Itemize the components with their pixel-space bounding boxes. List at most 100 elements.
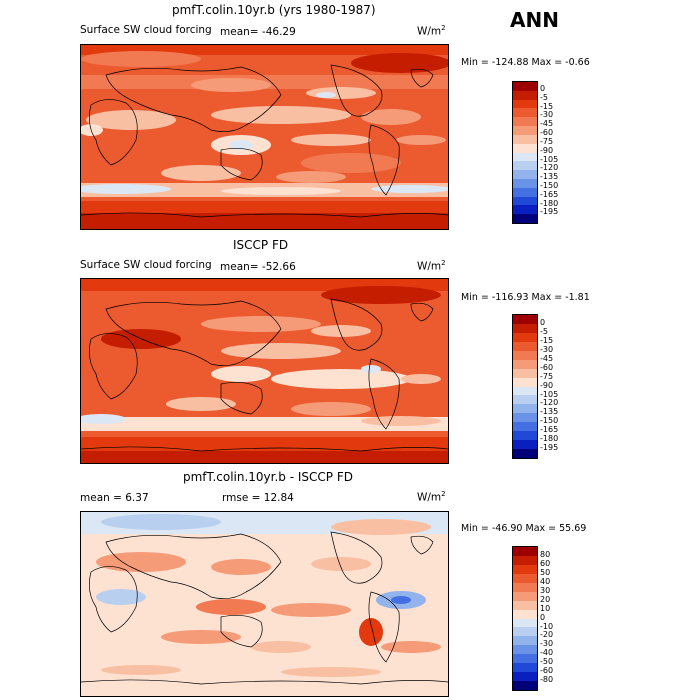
colorbar-swatch	[513, 161, 537, 171]
colorbar-swatch	[513, 332, 537, 342]
colorbar-swatch	[513, 449, 537, 458]
colorbar-swatch	[513, 350, 537, 360]
colorbar-swatch	[513, 377, 537, 387]
colorbar-swatch	[513, 413, 537, 423]
panel-1-mean: mean= -46.29	[220, 26, 296, 38]
colorbar-tick-label: -75	[540, 136, 554, 146]
panel-2-map	[80, 278, 449, 464]
panel-2-colorbar-swatches	[513, 315, 537, 458]
panel-1-minmax: Min = -124.88 Max = -0.66	[461, 57, 590, 68]
colorbar-swatch	[513, 143, 537, 153]
colorbar-tick-label: -180	[540, 198, 559, 208]
colorbar-swatch	[513, 368, 537, 378]
colorbar-swatch	[513, 422, 537, 432]
colorbar-swatch	[513, 627, 537, 637]
colorbar-tick-label: -5	[540, 326, 548, 336]
panel-2-field-label: Surface SW cloud forcing	[80, 259, 212, 271]
colorbar-tick-label: -45	[540, 119, 554, 129]
panel-1-units: W/m2	[417, 24, 446, 38]
colorbar-swatch	[513, 591, 537, 601]
colorbar-swatch	[513, 386, 537, 396]
colorbar-swatch	[513, 170, 537, 179]
colorbar-tick-label: 0	[540, 318, 546, 327]
colorbar-swatch	[513, 663, 537, 673]
colorbar-tick-label: -165	[540, 189, 559, 199]
colorbar-tick-label: -120	[540, 163, 559, 173]
colorbar-swatch	[513, 645, 537, 655]
colorbar-tick-label: -60	[540, 666, 554, 676]
season-label: ANN	[510, 8, 559, 32]
colorbar-swatch	[513, 152, 537, 162]
colorbar-swatch	[513, 636, 537, 646]
colorbar-tick-label: -15	[540, 335, 554, 345]
colorbar-tick-label: -30	[540, 639, 554, 649]
colorbar-swatch	[513, 573, 537, 583]
colorbar-tick-label: -105	[540, 154, 559, 164]
panel-3-colorbar-labels: 80 60 50 40 30 20 10 0 -10 -20 -30 -40 -50 -60 -80	[540, 550, 554, 685]
colorbar-tick-label: -75	[540, 371, 554, 381]
colorbar-tick-label: -180	[540, 434, 559, 444]
colorbar-tick-label: -150	[540, 180, 559, 190]
colorbar-swatch	[513, 187, 537, 197]
panel-1-title: pmfT.colin.10yr.b (yrs 1980-1987)	[172, 3, 376, 17]
panel-3-colorbar	[512, 546, 538, 691]
colorbar-swatch	[513, 609, 537, 619]
colorbar-tick-label: -60	[540, 362, 554, 372]
colorbar-swatch	[513, 600, 537, 610]
colorbar-swatch	[513, 555, 537, 565]
colorbar-swatch	[513, 618, 537, 628]
colorbar-swatch	[513, 547, 537, 556]
colorbar-swatch	[513, 315, 537, 324]
panel-1-field-label: Surface SW cloud forcing	[80, 24, 212, 36]
panel-3-mean: mean = 6.37	[80, 492, 149, 504]
colorbar-tick-label: -30	[540, 344, 554, 354]
colorbar-tick-label: 20	[540, 594, 551, 604]
panel-2-title: ISCCP FD	[233, 238, 289, 252]
colorbar-tick-label: -195	[540, 207, 559, 217]
colorbar-tick-label: 50	[540, 567, 551, 577]
colorbar-swatch	[513, 99, 537, 109]
panel-1-map	[80, 44, 449, 230]
colorbar-swatch	[513, 440, 537, 450]
colorbar-tick-label: -90	[540, 145, 554, 155]
panel-3-minmax: Min = -46.90 Max = 55.69	[461, 523, 587, 534]
panel-2-colorbar	[512, 314, 538, 459]
panel-3-colorbar-swatches	[513, 547, 537, 690]
colorbar-tick-label: 60	[540, 558, 551, 568]
colorbar-tick-label: -135	[540, 407, 559, 417]
colorbar-swatch	[513, 82, 537, 91]
colorbar-swatch	[513, 196, 537, 206]
colorbar-swatch	[513, 341, 537, 351]
colorbar-tick-label: -50	[540, 657, 554, 667]
colorbar-tick-label: -195	[540, 443, 559, 453]
panel-3-units: W/m2	[417, 490, 446, 504]
colorbar-swatch	[513, 178, 537, 188]
colorbar-tick-label: -30	[540, 110, 554, 120]
colorbar-tick-label: -105	[540, 389, 559, 399]
colorbar-tick-label: -15	[540, 101, 554, 111]
panel-1-colorbar-labels: 0 -5 -15 -30 -45 -60 -75 -90 -105 -120 -135 -150 -16…	[540, 84, 559, 217]
colorbar-swatch	[513, 134, 537, 144]
colorbar-swatch	[513, 672, 537, 682]
panel-2-mean: mean= -52.66	[220, 261, 296, 273]
colorbar-tick-label: 80	[540, 550, 551, 559]
colorbar-tick-label: -120	[540, 398, 559, 408]
panel-3-map	[80, 511, 449, 697]
colorbar-tick-label: 0	[540, 612, 546, 622]
colorbar-tick-label: -40	[540, 648, 554, 658]
colorbar-swatch	[513, 564, 537, 574]
colorbar-tick-label: -80	[540, 675, 554, 685]
panel-1-colorbar	[512, 81, 538, 224]
colorbar-tick-label: -150	[540, 416, 559, 426]
colorbar-swatch	[513, 205, 537, 215]
colorbar-swatch	[513, 582, 537, 592]
colorbar-swatch	[513, 214, 537, 223]
colorbar-swatch	[513, 323, 537, 333]
colorbar-swatch	[513, 90, 537, 100]
colorbar-swatch	[513, 126, 537, 135]
colorbar-swatch	[513, 431, 537, 441]
panel-2-minmax: Min = -116.93 Max = -1.81	[461, 292, 590, 303]
colorbar-swatch	[513, 117, 537, 127]
panel-3-rmse: rmse = 12.84	[222, 492, 294, 504]
colorbar-swatch	[513, 404, 537, 414]
